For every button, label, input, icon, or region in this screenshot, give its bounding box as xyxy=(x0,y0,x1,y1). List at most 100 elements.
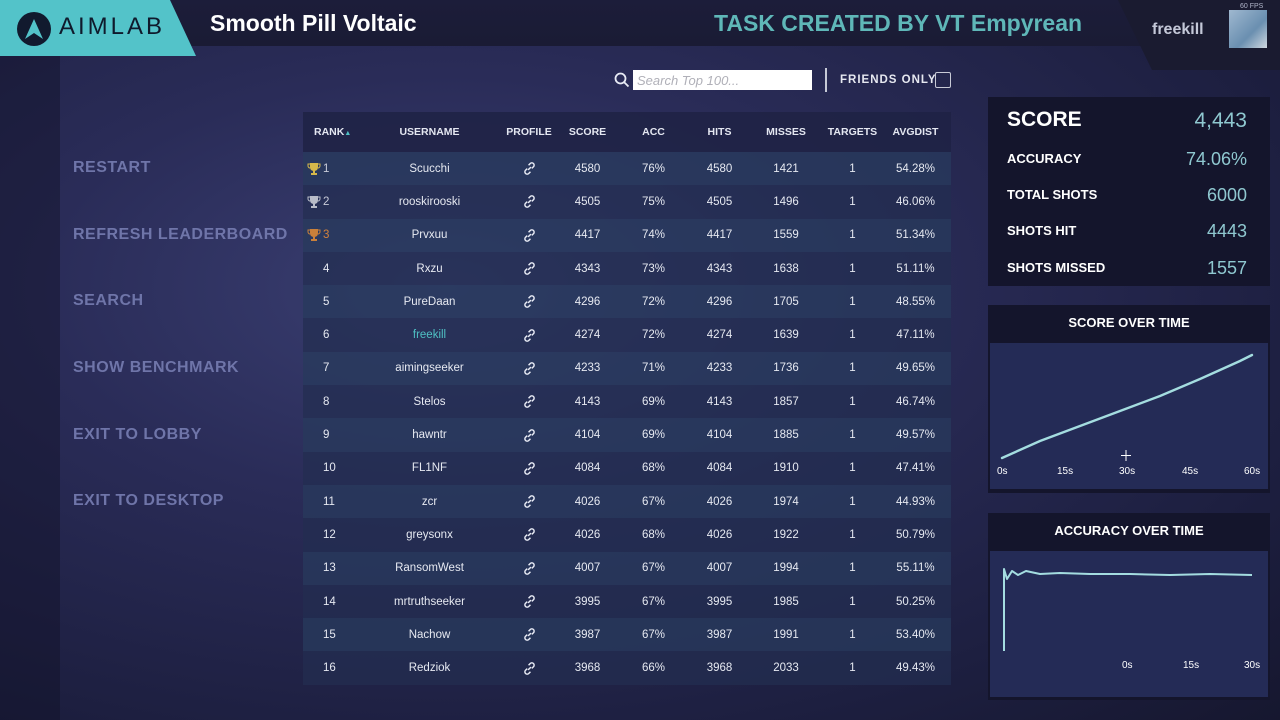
targets-cell: 1 xyxy=(849,429,856,442)
column-header-acc[interactable]: ACC xyxy=(642,126,665,138)
table-row[interactable]: 14 mrtruthseeker 3995 67% 3995 1985 1 50.25% xyxy=(303,584,951,619)
accuracy-tick-2: 30s xyxy=(1244,660,1261,671)
restart-button[interactable]: RESTART xyxy=(73,159,151,176)
accuracy-chart-title: ACCURACY OVER TIME xyxy=(1054,523,1204,538)
profile-link-icon[interactable] xyxy=(498,161,560,176)
table-row[interactable]: 6 freekill 4274 72% 4274 1639 1 47.11% xyxy=(303,318,951,352)
username-cell[interactable]: FL1NF xyxy=(411,462,448,475)
username-cell[interactable]: zcr xyxy=(421,495,438,508)
exit-to-lobby-button[interactable]: EXIT TO LOBBY xyxy=(73,426,202,443)
rank-value: 4 xyxy=(323,262,330,275)
targets-cell: 1 xyxy=(849,229,856,242)
column-header-targets[interactable]: TARGETS xyxy=(827,126,878,138)
username-cell[interactable]: PureDaan xyxy=(403,295,456,308)
table-row[interactable]: 5 PureDaan 4296 72% 4296 1705 1 48.55% xyxy=(303,285,951,319)
table-row[interactable]: 12 greysonx 4026 68% 4026 1922 1 50.79% xyxy=(303,518,951,552)
profile-link-icon[interactable] xyxy=(498,461,560,476)
username-cell[interactable]: rooskirooski xyxy=(398,195,461,208)
table-row[interactable]: 13 RansomWest 4007 67% 4007 1994 1 55.11% xyxy=(303,551,951,585)
acc-cell: 67% xyxy=(641,562,666,575)
profile-link-icon[interactable] xyxy=(498,594,560,609)
shots-missed-label: SHOTS MISSED xyxy=(1007,260,1106,275)
username-cell[interactable]: mrtruthseeker xyxy=(394,595,465,608)
column-header-avgdist[interactable]: AVGDIST xyxy=(892,126,939,138)
profile-link-icon[interactable] xyxy=(498,261,560,276)
profile-link-icon[interactable] xyxy=(498,661,560,676)
column-header-score[interactable]: SCORE xyxy=(568,126,607,138)
profile-link-icon[interactable] xyxy=(498,228,560,243)
username-cell[interactable]: RansomWest xyxy=(395,562,464,575)
accuracy-tick-1: 15s xyxy=(1183,660,1200,671)
profile-link-icon[interactable] xyxy=(498,494,560,509)
search-input[interactable] xyxy=(633,70,812,90)
hits-cell: 3995 xyxy=(706,595,733,608)
column-header-misses[interactable]: MISSES xyxy=(766,126,806,138)
table-row[interactable]: 8 Stelos 4143 69% 4143 1857 1 46.74% xyxy=(303,385,951,419)
username-cell[interactable]: Stelos xyxy=(413,395,446,408)
score-tick-0: 0s xyxy=(997,466,1008,477)
table-row[interactable]: 9 hawntr 4104 69% 4104 1885 1 49.57% xyxy=(303,418,951,452)
username-cell[interactable]: aimingseeker xyxy=(395,362,464,375)
profile-link-icon[interactable] xyxy=(498,561,560,576)
username-cell[interactable]: freekill xyxy=(412,329,447,342)
targets-cell: 1 xyxy=(849,329,856,342)
search-button[interactable]: SEARCH xyxy=(73,292,144,309)
rank-cell: 14 xyxy=(303,596,361,608)
table-row[interactable]: 16 Redziok 3968 66% 3968 2033 1 49.43% xyxy=(303,651,951,685)
exit-to-desktop-button[interactable]: EXIT TO DESKTOP xyxy=(73,492,224,509)
misses-cell: 1638 xyxy=(773,262,799,275)
table-row[interactable]: 2 rooskirooski 4505 75% 4505 1496 1 46.06% xyxy=(303,185,951,219)
profile-link-icon[interactable] xyxy=(498,627,560,642)
hits-cell: 3968 xyxy=(706,662,733,675)
column-header-profile[interactable]: PROFILE xyxy=(506,126,552,138)
accuracy-chart-area: 0s 15s 30s xyxy=(990,551,1268,697)
score-cell: 4143 xyxy=(574,395,601,408)
task-title: Smooth Pill Voltaic xyxy=(210,10,417,36)
rank-value: 5 xyxy=(323,295,330,308)
profile-link-icon[interactable] xyxy=(498,428,560,443)
profile-link-icon[interactable] xyxy=(498,194,560,209)
avgdist-cell: 49.57% xyxy=(895,429,935,442)
friends-only-checkbox[interactable] xyxy=(935,72,951,88)
table-row[interactable]: 11 zcr 4026 67% 4026 1974 1 44.93% xyxy=(303,484,951,519)
score-value: 4,443 xyxy=(1194,109,1247,132)
table-row[interactable]: 10 FL1NF 4084 68% 4084 1910 1 47.41% xyxy=(303,451,951,485)
score-cell: 4417 xyxy=(574,229,601,242)
column-header-rank[interactable]: RANK▲ xyxy=(303,126,361,138)
rank-value: 2 xyxy=(323,195,330,208)
username-label[interactable]: freekill xyxy=(1152,21,1204,38)
username-cell[interactable]: Rxzu xyxy=(416,262,443,275)
misses-cell: 2033 xyxy=(773,662,799,675)
table-row[interactable]: 3 Prvxuu 4417 74% 4417 1559 1 51.34% xyxy=(303,218,951,252)
profile-link-icon[interactable] xyxy=(498,361,560,376)
table-row[interactable]: 1 Scucchi 4580 76% 4580 1421 1 54.28% xyxy=(303,152,951,186)
score-tick-4: 60s xyxy=(1244,466,1261,477)
misses-cell: 1857 xyxy=(773,395,799,408)
username-cell[interactable]: greysonx xyxy=(406,528,453,541)
show-benchmark-button[interactable]: SHOW BENCHMARK xyxy=(73,359,240,376)
refresh-leaderboard-button[interactable]: REFRESH LEADERBOARD xyxy=(73,226,288,243)
table-row[interactable]: 4 Rxzu 4343 73% 4343 1638 1 51.11% xyxy=(303,251,951,286)
top-bar xyxy=(0,0,1280,46)
username-cell[interactable]: Nachow xyxy=(408,628,451,641)
avatar[interactable] xyxy=(1229,10,1267,48)
column-header-hits[interactable]: HITS xyxy=(707,126,732,138)
table-row[interactable]: 7 aimingseeker 4233 71% 4233 1736 1 49.65% xyxy=(303,351,951,386)
misses-cell: 1705 xyxy=(773,295,799,308)
score-chart-plot xyxy=(1000,353,1254,461)
profile-link-icon[interactable] xyxy=(498,328,560,343)
username-cell[interactable]: Scucchi xyxy=(409,162,450,175)
acc-cell: 67% xyxy=(641,495,666,508)
profile-link-icon[interactable] xyxy=(498,394,560,409)
table-row[interactable]: 15 Nachow 3987 67% 3987 1991 1 53.40% xyxy=(303,618,951,652)
username-cell[interactable]: Prvxuu xyxy=(411,229,448,242)
acc-cell: 69% xyxy=(641,395,666,408)
column-header-username[interactable]: USERNAME xyxy=(399,126,460,138)
username-cell[interactable]: Redziok xyxy=(408,662,451,675)
accuracy-chart-panel: ACCURACY OVER TIME 0s 15s 30s xyxy=(988,513,1270,700)
profile-link-icon[interactable] xyxy=(498,527,560,542)
username-cell[interactable]: hawntr xyxy=(412,429,447,442)
misses-cell: 1496 xyxy=(773,195,799,208)
misses-cell: 1985 xyxy=(773,595,799,608)
profile-link-icon[interactable] xyxy=(498,294,560,309)
